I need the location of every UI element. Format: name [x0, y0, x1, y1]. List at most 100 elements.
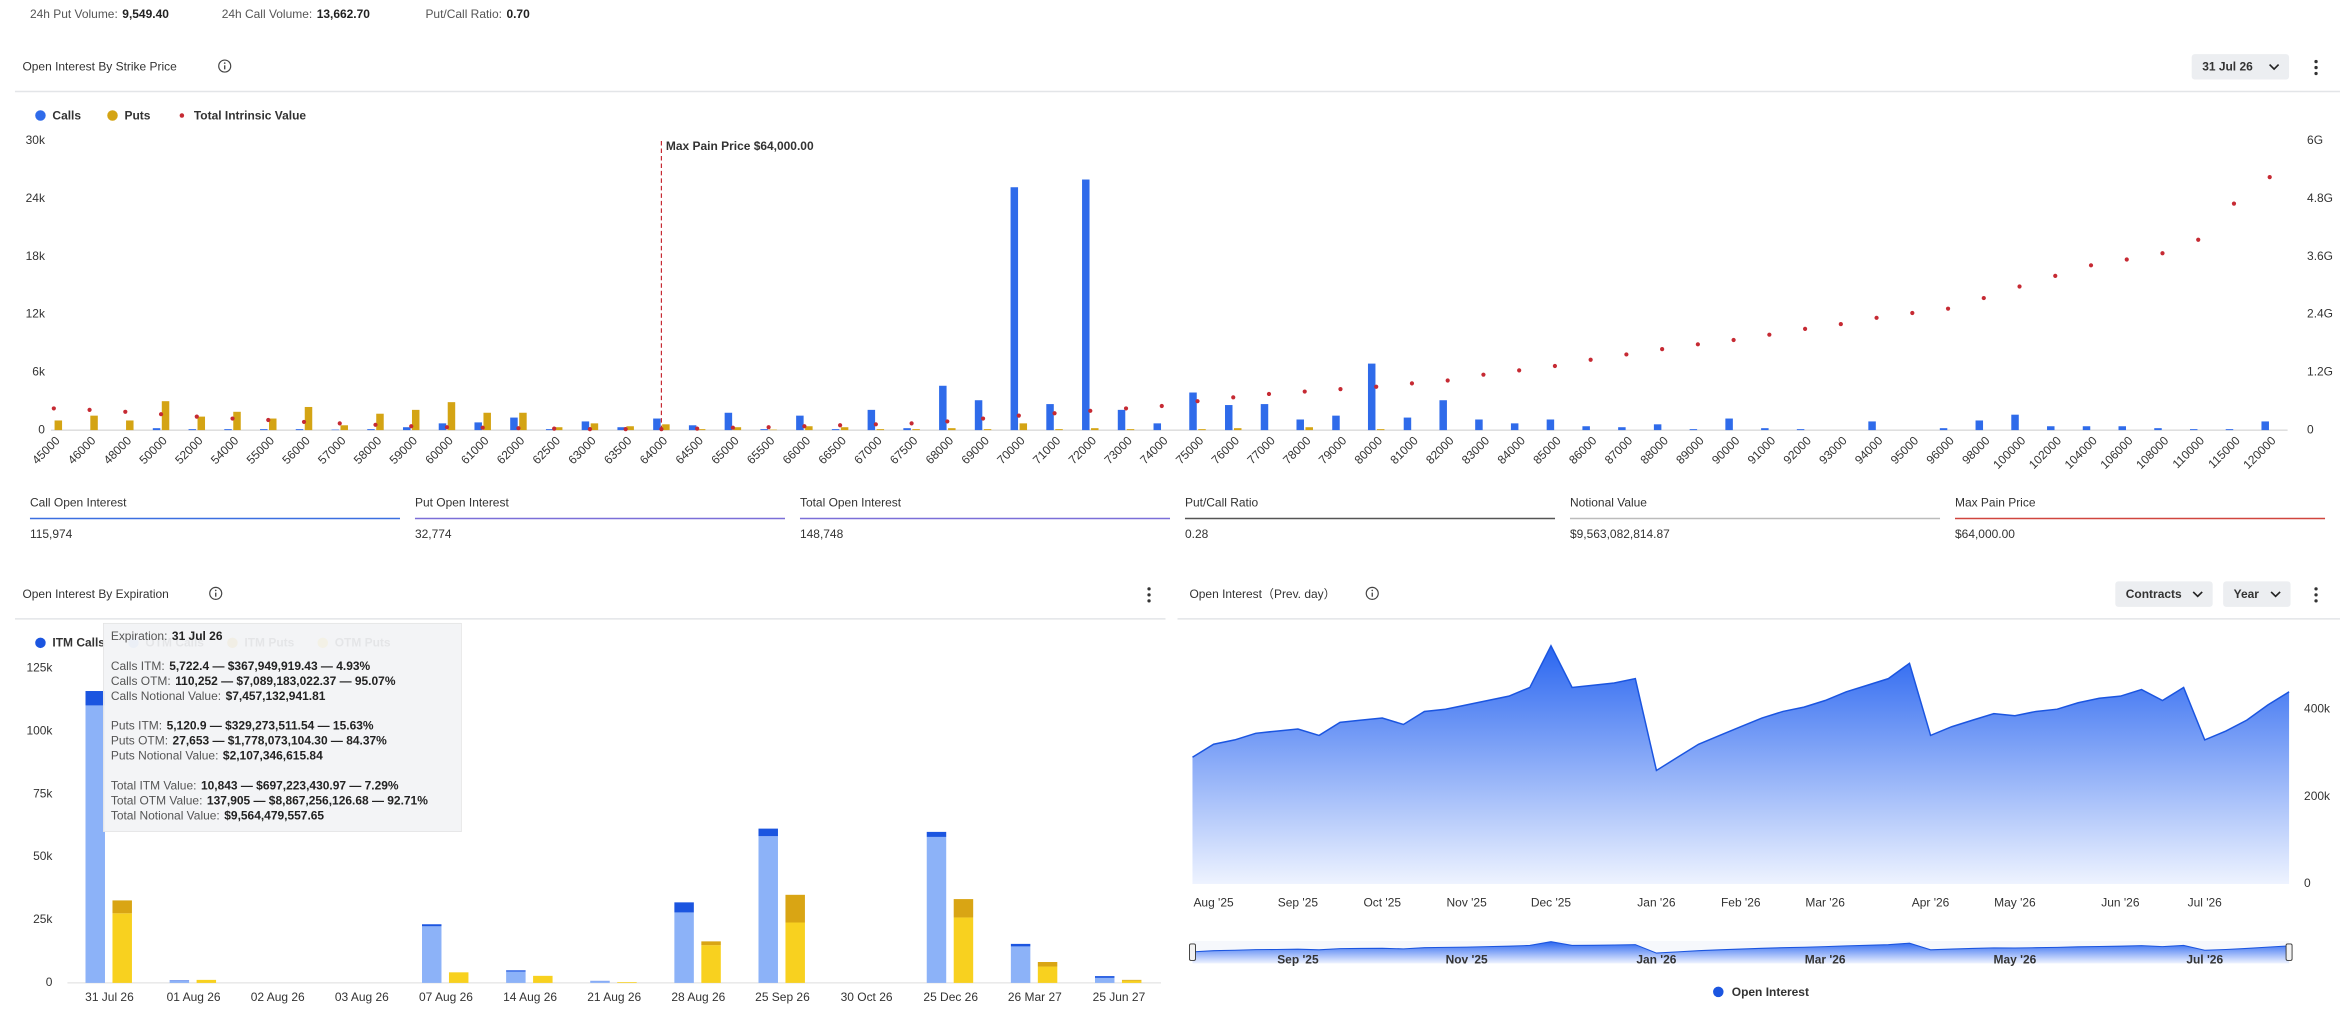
y-tick-label: 30k [26, 133, 45, 147]
put-bar [54, 420, 63, 431]
menu-dot [2314, 587, 2318, 591]
x-tick-label: 66000 [780, 433, 814, 467]
dropdown[interactable]: Year [2223, 581, 2291, 607]
stat-value: 115,974 [30, 527, 73, 541]
call-bar [1546, 419, 1555, 431]
y-tick-label: 25k [33, 912, 52, 926]
menu-dot [2314, 59, 2318, 64]
put-bar [447, 402, 456, 431]
intrinsic-dot [1266, 391, 1272, 397]
stack-segment [674, 902, 694, 913]
value: $9,564,479,557.65 [224, 809, 324, 823]
intrinsic-dot [1016, 413, 1021, 418]
legend-label[interactable]: Open Interest [1732, 985, 1809, 999]
intrinsic-dot [2088, 263, 2094, 268]
x-tick-label: 45000 [29, 433, 63, 467]
stack-segment [1121, 979, 1142, 981]
y-tick-label: 100k [26, 723, 52, 737]
x-tick-label: 115000 [2205, 433, 2243, 471]
chevron [2192, 591, 2203, 598]
y-tick-label: 6k [32, 364, 45, 378]
intrinsic-dot [695, 426, 700, 431]
navigator-handle[interactable] [1189, 943, 1196, 961]
menu-button[interactable] [2314, 59, 2318, 76]
y2-tick-label: 2.4G [2307, 307, 2333, 321]
tooltip-line: Total OTM Value: 137,905 — $8,867,256,126… [111, 794, 428, 808]
legend-label[interactable]: Total Intrinsic Value [194, 108, 307, 122]
put-bar [1198, 429, 1206, 431]
put-bar [1055, 429, 1063, 431]
put-bar [626, 426, 634, 431]
x-tick-label: 07 Aug 26 [419, 990, 473, 1004]
x-tick-label: 63500 [601, 433, 635, 467]
call-bar [1189, 392, 1197, 431]
put-bar [269, 418, 277, 431]
navigator-handle[interactable] [2285, 943, 2293, 961]
x-tick-label: 62000 [494, 433, 528, 467]
x-tick-label: 65000 [708, 433, 742, 467]
stat-label: Call Open Interest [30, 496, 127, 510]
dropdown[interactable]: Contracts [2115, 581, 2213, 607]
legend-swatch[interactable] [1713, 986, 1724, 998]
section-title: Open Interest By Expiration [22, 587, 168, 601]
legend-label[interactable]: Puts [124, 108, 150, 122]
intrinsic-dot [1445, 378, 1450, 383]
label: Calls Notional Value: [111, 689, 221, 703]
call-bar [1117, 409, 1126, 431]
legend-label[interactable]: Calls [52, 108, 81, 122]
call-bar [2225, 429, 2234, 431]
x-tick-label: Nov '25 [1447, 896, 1488, 910]
stat-label: Put/Call Ratio [1185, 496, 1259, 510]
intrinsic-dot [802, 424, 807, 429]
dropdown[interactable]: 31 Jul 26 [2191, 54, 2290, 80]
x-tick-label: 57000 [315, 433, 349, 467]
x-tick-label: 52000 [172, 433, 206, 467]
legend-swatch[interactable] [35, 110, 46, 121]
intrinsic-dot [516, 426, 521, 431]
x-tick-label: 91000 [1745, 433, 1779, 467]
label: 24h Put Volume: [30, 7, 118, 21]
x-tick-label: 65500 [744, 433, 778, 467]
intrinsic-dot [51, 406, 56, 411]
x-tick-label: 88000 [1638, 433, 1672, 467]
x-tick-label: 69000 [958, 433, 992, 467]
stack-segment [785, 922, 805, 983]
x-tick-label: 89000 [1673, 433, 1707, 467]
stack-segment [926, 831, 947, 837]
legend-swatch[interactable] [179, 113, 185, 118]
call-bar [295, 429, 304, 431]
intrinsic-dot [1517, 368, 1522, 373]
intrinsic-dot [909, 421, 914, 426]
put-bar [161, 401, 170, 431]
x-tick-label: 93000 [1816, 433, 1850, 467]
intrinsic-dot [2017, 284, 2022, 289]
stack-segment [674, 912, 694, 983]
menu-button[interactable] [1147, 587, 1151, 603]
put-bar [554, 427, 563, 431]
header-stat: Put/Call Ratio: 0.70 [425, 7, 530, 21]
x-tick-label: 106000 [2097, 433, 2135, 471]
x-tick-label: 84000 [1495, 433, 1529, 467]
stat-label: Notional Value [1570, 496, 1647, 510]
value: 137,905 — $8,867,256,126.68 — 92.71% [207, 794, 428, 808]
x-tick-label: 76000 [1209, 433, 1243, 467]
tooltip-line: Total Notional Value: $9,564,479,557.65 [111, 809, 325, 823]
x-tick-label: 50000 [136, 433, 170, 467]
x-tick-label: 81000 [1387, 433, 1421, 467]
x-tick-label: 46000 [65, 433, 99, 467]
intrinsic-dot [123, 409, 128, 414]
value: 9,549.40 [122, 7, 169, 21]
menu-button[interactable] [2314, 587, 2318, 603]
x-tick-label: 02 Aug 26 [251, 990, 305, 1004]
value: 5,722.4 — $367,949,919.43 — 4.93% [169, 659, 370, 673]
legend-swatch[interactable] [35, 637, 46, 649]
chevron [2269, 63, 2280, 71]
x-tick-label: 86000 [1566, 433, 1600, 467]
area-fill [1192, 645, 2290, 885]
intrinsic-dot [1338, 387, 1343, 392]
call-bar [1725, 418, 1733, 431]
call-bar [367, 429, 375, 431]
legend-swatch[interactable] [107, 110, 118, 121]
legend-label[interactable]: ITM Calls [52, 636, 105, 650]
